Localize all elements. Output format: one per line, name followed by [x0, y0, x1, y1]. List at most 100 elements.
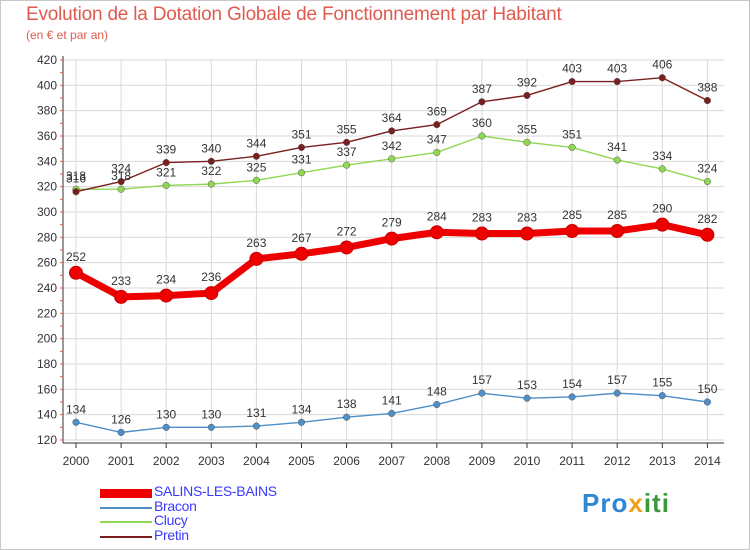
data-point-clucy	[433, 148, 441, 157]
data-label-clucy: 342	[382, 139, 402, 153]
data-label-pretin: 355	[337, 122, 357, 136]
x-tick-label: 2009	[469, 454, 496, 468]
data-label-pretin: 403	[607, 62, 627, 76]
x-tick-label: 2011	[559, 454, 585, 468]
data-point-clucy	[703, 178, 711, 186]
y-tick-label: 160	[37, 382, 57, 396]
x-tick-label: 2010	[514, 454, 541, 468]
data-point-bracon	[117, 428, 125, 436]
data-point-bracon	[252, 422, 260, 430]
data-point-bracon	[478, 389, 486, 397]
data-point-salins-les-bains	[384, 231, 399, 246]
y-tick-label: 200	[37, 332, 57, 346]
axis-layer: 120 140 160 180 200 220 240 260 280 300 320 340 360 3…	[37, 53, 724, 468]
data-label-pretin: 364	[382, 111, 402, 125]
data-label-bracon: 157	[472, 373, 492, 387]
data-label-bracon: 157	[607, 373, 627, 387]
data-label-pretin: 340	[201, 141, 221, 155]
x-tick-label: 2003	[198, 454, 225, 468]
data-label-clucy: 337	[337, 145, 357, 159]
data-point-pretin	[523, 91, 531, 100]
x-tick-label: 2012	[604, 454, 631, 468]
data-point-bracon	[523, 394, 531, 402]
x-tick-label: 2004	[243, 454, 270, 468]
data-point-pretin	[343, 138, 351, 146]
data-label-clucy: 331	[291, 153, 311, 167]
data-label-salins-les-bains: 236	[201, 270, 221, 284]
data-point-salins-les-bains	[294, 246, 309, 261]
data-point-bracon	[162, 423, 170, 431]
data-label-clucy: 324	[697, 162, 717, 176]
data-point-salins-les-bains	[339, 240, 354, 255]
data-point-bracon	[658, 392, 666, 400]
x-tick-label: 2000	[63, 454, 90, 468]
data-label-pretin: 388	[697, 81, 717, 95]
data-label-clucy: 325	[246, 160, 266, 174]
y-tick-label: 180	[37, 357, 57, 371]
data-point-salins-les-bains	[114, 289, 129, 304]
data-label-salins-les-bains: 252	[66, 250, 86, 264]
data-label-pretin: 351	[291, 127, 311, 141]
data-label-pretin: 316	[66, 172, 86, 186]
data-label-bracon: 153	[517, 378, 537, 392]
x-tick-label: 2008	[423, 454, 450, 468]
data-label-clucy: 318	[66, 169, 86, 183]
data-point-pretin	[568, 77, 576, 86]
data-point-clucy	[613, 156, 621, 164]
data-label-bracon: 134	[66, 402, 86, 416]
x-tick-label: 2002	[153, 454, 180, 468]
data-label-bracon: 148	[427, 385, 447, 399]
data-label-pretin: 324	[111, 162, 131, 176]
data-point-pretin	[162, 159, 170, 167]
data-point-salins-les-bains	[655, 217, 670, 232]
data-label-salins-les-bains: 283	[472, 211, 492, 225]
data-point-clucy	[658, 165, 666, 173]
data-point-bracon	[703, 398, 711, 406]
data-point-salins-les-bains	[429, 225, 444, 240]
data-label-clucy: 321	[156, 165, 176, 179]
y-tick-label: 340	[37, 154, 57, 168]
data-label-clucy: 351	[562, 127, 582, 141]
data-point-bracon	[207, 423, 215, 431]
data-label-clucy: 334	[652, 149, 672, 163]
data-label-salins-les-bains: 283	[517, 211, 537, 225]
y-tick-label: 380	[37, 104, 57, 118]
y-tick-label: 120	[37, 433, 57, 447]
data-label-salins-les-bains: 282	[697, 212, 717, 226]
data-label-clucy: 355	[517, 122, 537, 136]
data-label-pretin: 392	[517, 75, 537, 89]
data-label-pretin: 387	[472, 82, 492, 96]
data-point-clucy	[117, 185, 125, 193]
x-tick-label: 2014	[694, 454, 721, 468]
data-point-pretin	[658, 74, 666, 82]
data-label-salins-les-bains: 234	[156, 273, 176, 287]
data-label-salins-les-bains: 279	[382, 216, 402, 230]
data-label-clucy: 347	[427, 132, 447, 146]
data-point-clucy	[297, 169, 306, 177]
data-point-clucy	[568, 143, 576, 151]
data-point-salins-les-bains	[69, 265, 83, 280]
data-point-clucy	[343, 161, 351, 169]
x-tick-label: 2007	[378, 454, 405, 468]
data-point-pretin	[207, 157, 215, 165]
legend-swatch-bracon	[100, 506, 152, 509]
data-label-bracon: 130	[156, 407, 176, 421]
data-label-salins-les-bains: 284	[427, 209, 447, 223]
data-point-clucy	[478, 132, 486, 140]
proxiti-logo: Proxiti	[582, 488, 670, 519]
data-point-salins-les-bains	[159, 288, 174, 303]
data-label-salins-les-bains: 272	[337, 224, 357, 238]
data-point-salins-les-bains	[700, 227, 715, 242]
data-point-salins-les-bains	[610, 224, 625, 238]
y-tick-label: 220	[37, 306, 57, 320]
data-point-salins-les-bains	[565, 224, 580, 238]
data-label-bracon: 150	[697, 382, 717, 396]
data-point-bracon	[343, 413, 351, 421]
data-label-salins-les-bains: 267	[291, 231, 311, 245]
data-point-bracon	[297, 418, 306, 426]
data-point-salins-les-bains	[204, 286, 219, 301]
data-label-bracon: 141	[382, 393, 402, 407]
data-label-clucy: 341	[607, 140, 627, 154]
grid-layer	[63, 59, 724, 441]
